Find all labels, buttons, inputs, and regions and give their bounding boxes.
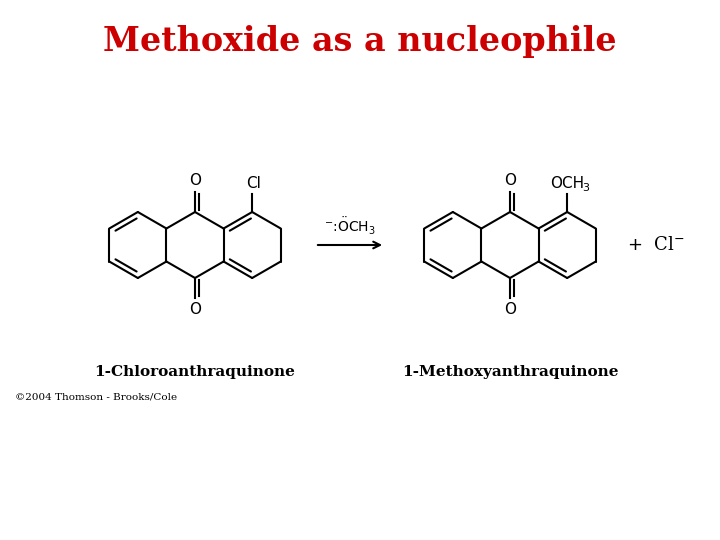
Text: O: O xyxy=(504,302,516,317)
Text: Cl: Cl xyxy=(246,176,261,191)
Text: $^{-}$:$\ddot{\mathrm{O}}$CH$_3$: $^{-}$:$\ddot{\mathrm{O}}$CH$_3$ xyxy=(324,216,376,237)
Text: ©2004 Thomson - Brooks/Cole: ©2004 Thomson - Brooks/Cole xyxy=(15,393,177,402)
Text: O: O xyxy=(189,302,201,317)
Text: O: O xyxy=(189,173,201,188)
Text: 3: 3 xyxy=(582,183,590,193)
Text: 1-Chloroanthraquinone: 1-Chloroanthraquinone xyxy=(94,365,295,379)
Text: 1-Methoxyanthraquinone: 1-Methoxyanthraquinone xyxy=(402,365,618,379)
Text: OCH: OCH xyxy=(550,176,584,191)
Text: Methoxide as a nucleophile: Methoxide as a nucleophile xyxy=(103,25,617,58)
Text: $+$  Cl$^{-}$: $+$ Cl$^{-}$ xyxy=(627,236,685,254)
Text: O: O xyxy=(504,173,516,188)
